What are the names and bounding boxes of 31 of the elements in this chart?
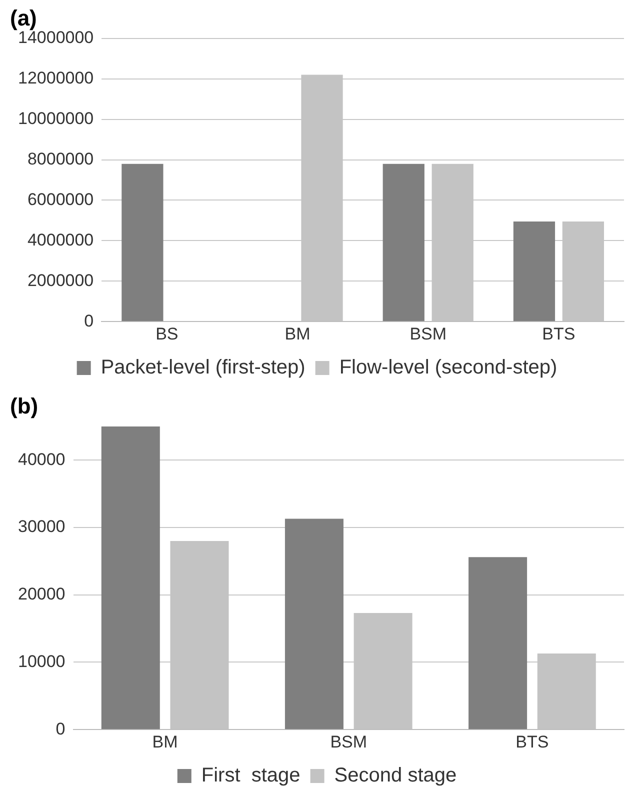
y-tick-label: 4000000	[27, 230, 94, 250]
y-tick-label: 8000000	[27, 149, 94, 168]
chart-title: (a)	[10, 5, 37, 30]
y-tick-label: 2000000	[27, 270, 94, 290]
y-tick-label: 0	[56, 719, 66, 738]
chart-title: (b)	[10, 393, 38, 418]
legend-label: Packet-level (first-step)	[100, 356, 306, 379]
y-tick-label: 10000000	[18, 109, 94, 128]
x-tick-label: BM	[284, 324, 310, 344]
legend-label: Second stage	[334, 764, 457, 787]
x-tick-label: BS	[156, 324, 178, 344]
y-tick-label: 20000	[18, 584, 66, 604]
legend-label: First stage	[201, 764, 300, 787]
x-tick-label: BTS	[516, 732, 549, 752]
x-tick-label: BSM	[410, 324, 447, 344]
y-tick-label: 30000	[18, 517, 66, 536]
bar	[101, 426, 160, 730]
y-tick-label: 0	[84, 311, 94, 330]
y-tick-label: 12000000	[18, 68, 94, 88]
y-tick-label: 6000000	[27, 190, 94, 209]
x-tick-label: BTS	[542, 324, 576, 344]
y-tick-label: 40000	[18, 450, 66, 469]
x-tick-label: BSM	[330, 732, 368, 752]
bar	[122, 164, 164, 322]
bar	[513, 221, 556, 322]
bar	[468, 557, 528, 730]
y-tick-label: 10000	[18, 652, 66, 671]
legend-label: Flow-level (second-step)	[339, 356, 558, 379]
bar	[382, 164, 424, 322]
x-tick-label: BM	[152, 732, 178, 752]
bar	[284, 518, 344, 730]
